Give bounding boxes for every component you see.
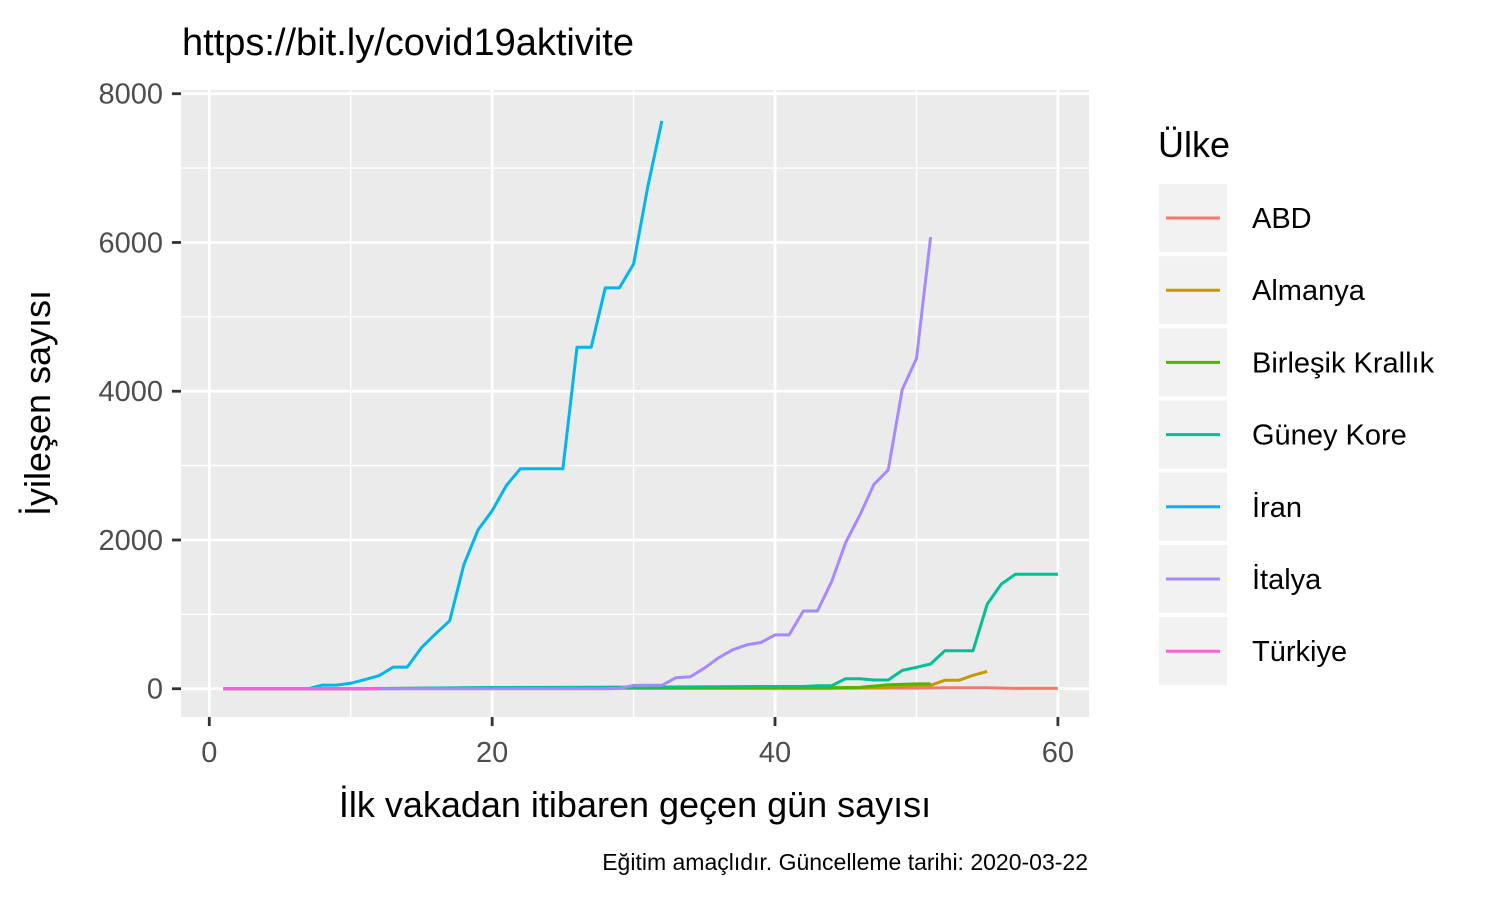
legend-label-i-talya: İtalya [1252, 563, 1322, 596]
y-tick-label: 6000 [98, 227, 163, 259]
chart-title: https://bit.ly/covid19aktivite [182, 22, 634, 64]
legend-label-gu-ney-kore: Güney Kore [1252, 420, 1407, 452]
y-axis-title: İyileşen sayısı [17, 290, 58, 516]
y-tick-label: 0 [147, 674, 163, 706]
x-tick-label: 40 [759, 737, 791, 769]
legend-title: Ülke [1158, 124, 1230, 165]
plot-panel [181, 90, 1089, 717]
x-tick-label: 20 [476, 737, 508, 769]
grid-minor [181, 90, 1089, 717]
legend-entries: ABD Almanya Birleşik Krallık Güney Kore İran… [1159, 184, 1435, 686]
tick-labels: 0 20 40 60 0 2000 4000 6000 8000 [98, 79, 1074, 769]
legend: Ülke ABD Almanya Birleşik Krallık Güney Kor… [1158, 124, 1435, 686]
legend-label-i-ran: İran [1252, 491, 1302, 524]
x-tick-label: 60 [1042, 737, 1074, 769]
series-lines [223, 120, 1058, 691]
legend-label-tu-rkiye: Türkiye [1252, 636, 1347, 668]
y-tick-label: 4000 [98, 376, 163, 408]
series-line-gu-ney-kore [223, 572, 1058, 691]
x-axis-title: İlk vakadan itibaren geçen gün sayısı [339, 784, 931, 825]
legend-label-abd: ABD [1252, 203, 1312, 235]
x-tick-label: 0 [201, 737, 217, 769]
legend-label-birles-ik-krall-k: Birleşik Krallık [1252, 347, 1435, 379]
chart-caption: Eğitim amaçlıdır. Güncelleme tarihi: 202… [602, 849, 1088, 875]
legend-label-almanya: Almanya [1252, 275, 1366, 307]
series-line-i-talya [223, 236, 933, 691]
y-tick-label: 8000 [98, 79, 163, 111]
series-line-i-ran [223, 120, 664, 691]
axis-ticks [172, 92, 1060, 726]
y-tick-label: 2000 [98, 525, 163, 557]
